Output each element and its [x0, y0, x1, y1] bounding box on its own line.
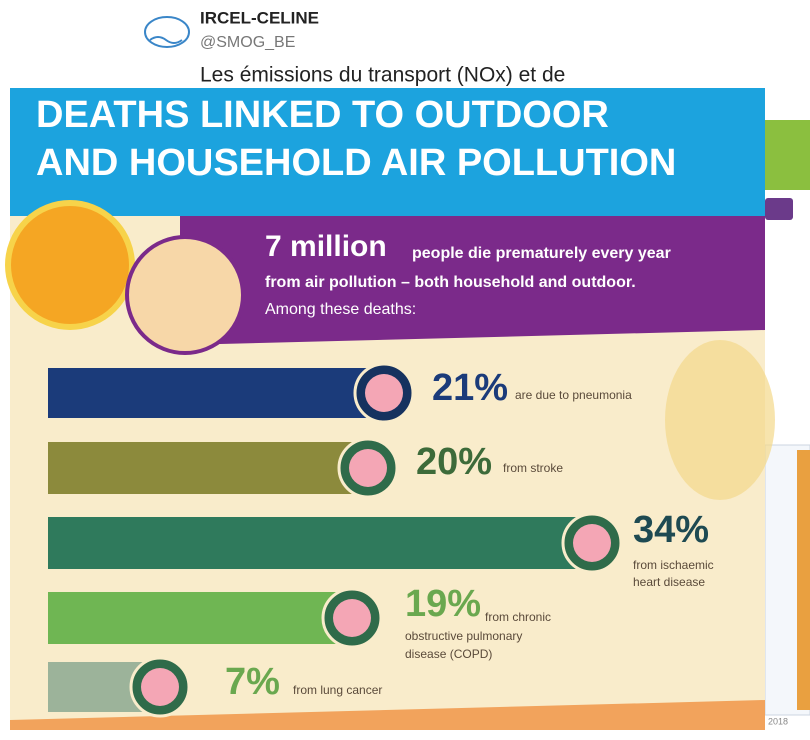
screenshot: IRCEL-CELINE @SMOG_BE Les émissions du t…: [0, 0, 810, 735]
percent-label: 21%: [432, 367, 508, 409]
cause-icon-inner: [365, 374, 403, 412]
smoke: [665, 340, 775, 500]
cause-label: obstructive pulmonary: [405, 629, 522, 643]
cause-label: from lung cancer: [293, 683, 382, 697]
bar: [48, 368, 384, 418]
bar: [48, 517, 592, 569]
headline-text: people die prematurely every year: [412, 245, 671, 262]
page: IRCEL-CELINE @SMOG_BE Les émissions du t…: [0, 0, 810, 735]
cause-label: are due to pneumonia: [515, 388, 632, 402]
tweet-text: Les émissions du transport (NOx) et de: [200, 64, 565, 87]
account-name: IRCEL-CELINE: [200, 8, 319, 27]
title-line: AND HOUSEHOLD AIR POLLUTION: [36, 142, 676, 184]
background-button: [765, 198, 793, 220]
percent-label: 34%: [633, 509, 709, 551]
illustration-outdoor: [8, 203, 132, 327]
cause-icon-inner: [349, 449, 387, 487]
cause-label: heart disease: [633, 575, 705, 589]
percent-label: 7%: [225, 661, 280, 703]
cause-icon-inner: [141, 668, 179, 706]
cause-label: from stroke: [503, 461, 563, 475]
headline-text: from air pollution – both household and …: [265, 274, 636, 291]
percent-label: 19%: [405, 583, 481, 625]
handle: @SMOG_BE: [200, 34, 295, 51]
avatar: [145, 17, 189, 47]
bar: [48, 442, 368, 494]
subhead: Among these deaths:: [265, 301, 416, 318]
percent-label: 20%: [416, 441, 492, 483]
cause-label: from ischaemic: [633, 558, 714, 572]
headline-number: 7 million: [265, 230, 387, 263]
title-line: DEATHS LINKED TO OUTDOOR: [36, 94, 609, 136]
illustration-household: [127, 237, 243, 353]
cause-label: disease (COPD): [405, 647, 492, 661]
background-date: 2018: [768, 716, 788, 726]
background-legend: [797, 450, 810, 710]
cause-icon-inner: [333, 599, 371, 637]
cause-label: from chronic: [485, 610, 551, 624]
bar: [48, 592, 352, 644]
background-panel: [765, 120, 810, 190]
cause-icon-inner: [573, 524, 611, 562]
